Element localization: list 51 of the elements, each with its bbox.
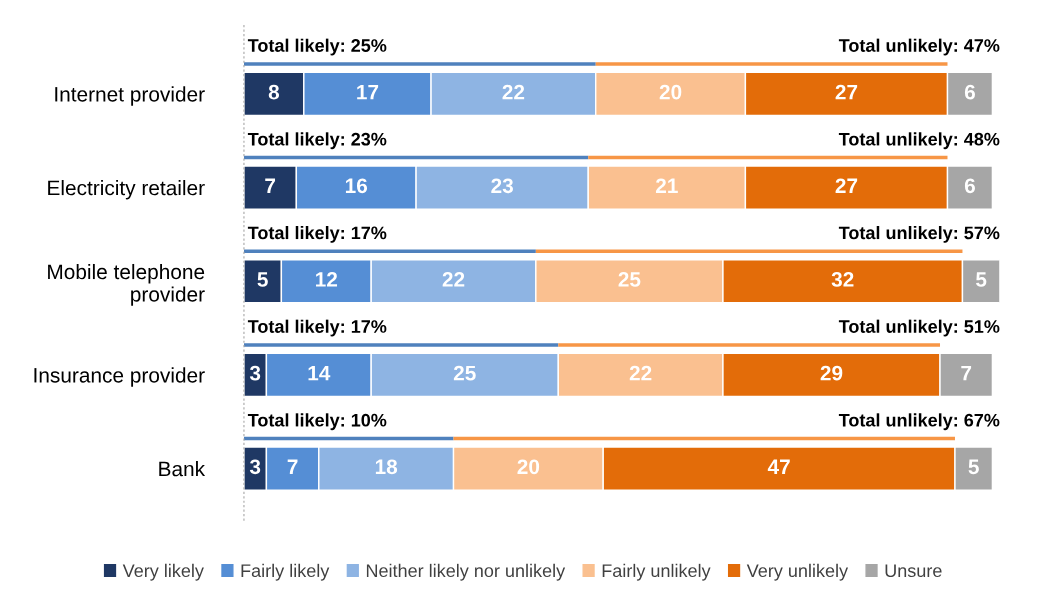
data-label: 3	[249, 459, 261, 475]
data-label: 8	[268, 84, 280, 100]
y-tick-label: Insurance provider	[34, 367, 205, 387]
y-tick-label: Electricity retailer	[48, 180, 205, 200]
legend-label: Fairly likely	[241, 563, 330, 581]
data-label: 32	[831, 272, 854, 287]
data-label: 7	[265, 178, 276, 193]
data-label: 21	[655, 178, 678, 193]
data-label: 14	[308, 365, 331, 381]
y-tick-label: Bank	[159, 461, 206, 477]
legend-label: Neither likely nor unlikely	[366, 563, 566, 581]
data-label: 22	[442, 272, 465, 287]
annotation: Total likely: 23%	[247, 132, 387, 150]
data-label: 5	[257, 272, 268, 287]
data-label: 20	[659, 84, 682, 100]
y-tick-label: Internet provider	[55, 86, 205, 106]
data-label: 25	[618, 272, 641, 287]
annotation: Total unlikely: 51%	[838, 319, 1000, 337]
data-label: 12	[316, 272, 338, 287]
data-label: 16	[345, 178, 368, 194]
data-label: 27	[835, 178, 858, 193]
data-label: 29	[820, 365, 843, 381]
data-label: 6	[964, 84, 975, 100]
annotation: Total likely: 10%	[247, 413, 387, 431]
legend-label: Unsure	[885, 564, 942, 578]
data-label: 6	[964, 178, 975, 194]
data-label: 7	[961, 365, 972, 381]
data-label: 23	[491, 178, 513, 194]
legend-label: Very likely	[122, 563, 204, 581]
annotation: Total unlikely: 57%	[838, 225, 1000, 243]
legend-label: Fairly unlikely	[602, 563, 711, 581]
y-tick-label: Mobile telephone provider	[48, 263, 205, 306]
data-label: 20	[517, 459, 540, 475]
annotation: Total unlikely: 67%	[838, 413, 1000, 431]
data-label: 18	[375, 459, 398, 475]
annotation: Total likely: 25%	[247, 38, 387, 56]
data-label: 27	[835, 84, 858, 100]
data-label: 5	[968, 459, 979, 475]
data-label: 22	[502, 84, 525, 100]
data-label: 5	[976, 272, 987, 287]
data-label: 25	[453, 365, 476, 381]
annotation: Total likely: 17%	[247, 319, 387, 337]
annotation: Total unlikely: 47%	[838, 38, 1000, 56]
legend-label: Very unlikely	[746, 563, 849, 581]
annotation: Total likely: 17%	[247, 225, 387, 243]
data-label: 22	[629, 365, 652, 381]
data-label: 17	[357, 84, 379, 100]
data-label: 7	[287, 459, 298, 474]
data-label: 3	[249, 365, 261, 381]
data-label: 47	[767, 459, 790, 474]
annotation: Total unlikely: 48%	[838, 132, 1000, 150]
